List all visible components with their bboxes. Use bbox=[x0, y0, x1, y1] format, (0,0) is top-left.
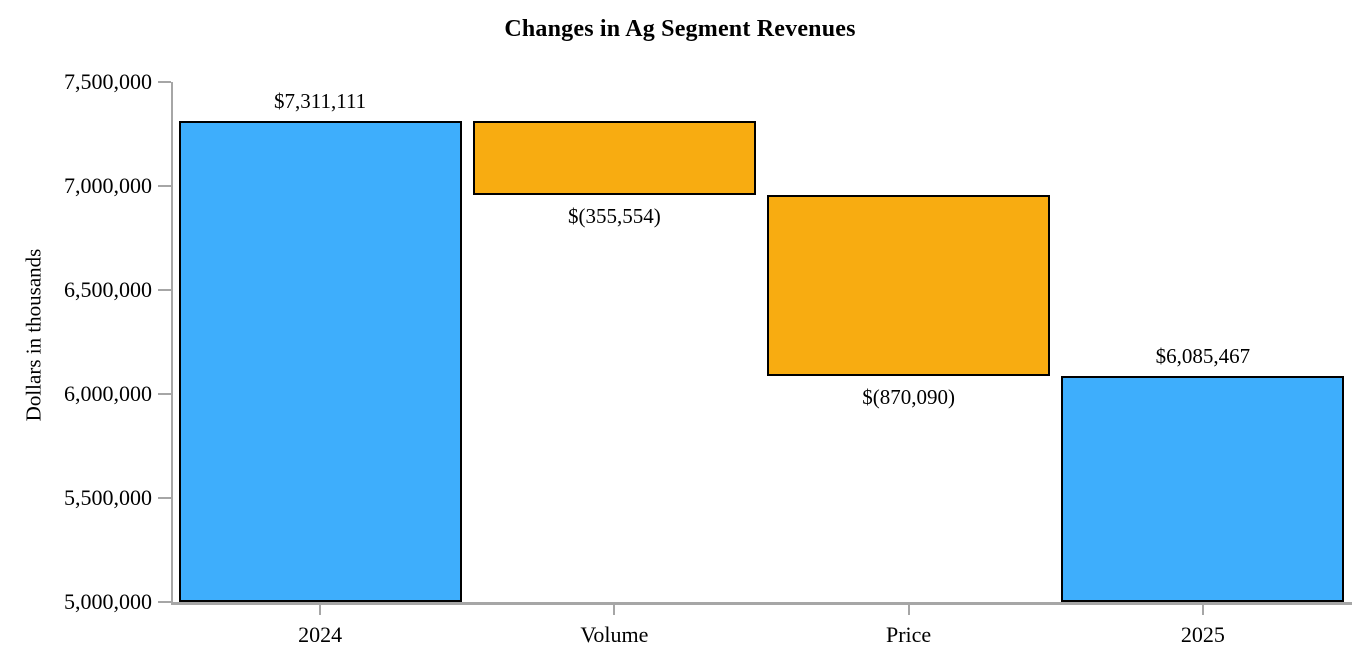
bar-value-label: $6,085,467 bbox=[1155, 344, 1251, 369]
y-tick-mark bbox=[158, 601, 171, 603]
bar-price bbox=[767, 195, 1051, 377]
y-tick-label: 6,000,000 bbox=[64, 381, 152, 406]
y-tick-mark bbox=[158, 289, 171, 291]
bar-value-label: $7,311,111 bbox=[274, 89, 367, 114]
y-tick-label: 7,000,000 bbox=[64, 173, 152, 198]
plot-area: 7,500,000 7,000,000 6,500,000 6,000,000 … bbox=[64, 69, 1352, 647]
y-tick-label: 5,500,000 bbox=[64, 485, 152, 510]
bar-volume bbox=[472, 121, 756, 196]
y-axis-line bbox=[171, 82, 173, 604]
x-tick-label: 2025 bbox=[1180, 622, 1225, 647]
x-tick-mark bbox=[613, 605, 616, 615]
x-tick-label: Price bbox=[885, 622, 932, 647]
bar-value-label: $(870,090) bbox=[862, 385, 955, 410]
x-tick-mark bbox=[907, 605, 910, 615]
bar-2024 bbox=[178, 121, 462, 602]
x-tick-label: Volume bbox=[580, 622, 649, 647]
x-axis-line bbox=[171, 602, 1352, 605]
x-tick-mark bbox=[1201, 605, 1204, 615]
y-tick-label: 5,000,000 bbox=[64, 589, 152, 614]
y-tick-mark bbox=[158, 185, 171, 187]
y-tick-mark bbox=[158, 393, 171, 395]
x-tick-label: 2024 bbox=[298, 622, 343, 647]
y-tick-mark bbox=[158, 81, 171, 83]
y-tick-mark bbox=[158, 497, 171, 499]
bar-2025 bbox=[1061, 376, 1345, 602]
x-tick-mark bbox=[319, 605, 322, 615]
chart-title: Changes in Ag Segment Revenues bbox=[504, 16, 856, 42]
bar-value-label: $(355,554) bbox=[568, 204, 661, 229]
y-tick-label: 6,500,000 bbox=[64, 277, 152, 302]
y-tick-label: 7,500,000 bbox=[64, 69, 152, 94]
